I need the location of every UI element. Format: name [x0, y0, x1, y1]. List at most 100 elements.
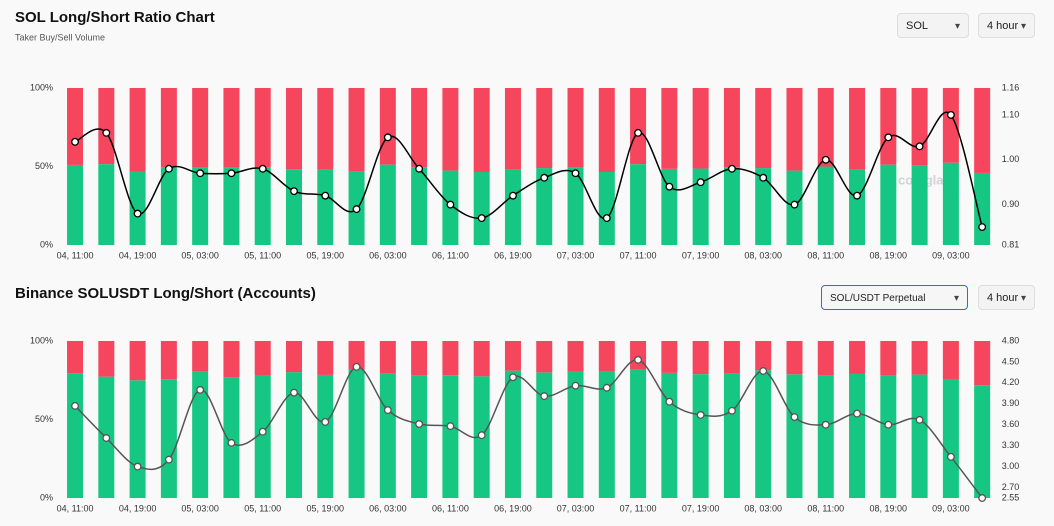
ratio-point — [196, 169, 205, 178]
bar-segment — [567, 167, 584, 245]
bar-segment — [786, 88, 803, 171]
bar-segment — [504, 88, 521, 170]
x-tick-label: 04, 19:00 — [119, 503, 157, 513]
bar-segment — [880, 88, 897, 165]
ratio-point — [446, 422, 455, 431]
ratio-point — [790, 413, 799, 422]
bar-segment — [692, 88, 709, 169]
bar-segment — [942, 88, 959, 163]
ratio-point — [321, 191, 330, 200]
bar-segment — [817, 88, 834, 167]
interval-select[interactable]: 4 hour — [978, 13, 1035, 39]
bar-segment — [67, 341, 84, 374]
bar-segment — [723, 167, 740, 245]
ratio-point — [71, 137, 79, 146]
ratio-point — [727, 406, 736, 415]
bar-segment — [67, 373, 84, 498]
bar-segment — [974, 385, 991, 498]
x-tick-label: 08, 03:00 — [744, 250, 782, 260]
bar-segment — [630, 88, 647, 165]
ratio-point — [352, 205, 361, 214]
ratio-point — [71, 401, 79, 410]
interval-select[interactable]: 4 hour — [978, 285, 1035, 311]
bar-segment — [817, 341, 834, 376]
ratio-point — [821, 420, 830, 429]
ratio-point — [415, 164, 424, 173]
bar-segment — [411, 375, 428, 498]
bar-segment — [504, 370, 521, 498]
ratio-point — [884, 420, 893, 429]
pair-select[interactable]: SOL/USDT Perpetual — [821, 285, 968, 311]
bar-segment — [911, 341, 928, 375]
bar-segment — [98, 341, 115, 377]
ratio-point — [696, 178, 705, 187]
ratio-point — [509, 191, 517, 200]
bar-segment — [286, 88, 302, 170]
ratio-point — [133, 462, 142, 471]
bar-segment — [755, 168, 772, 245]
y2-tick-label: 2.55 — [1002, 492, 1020, 502]
x-tick-label: 06, 11:00 — [432, 503, 469, 513]
bar-segment — [129, 380, 146, 498]
bar-segment — [661, 168, 678, 245]
x-tick-label: 05, 11:00 — [244, 250, 281, 260]
ratio-point — [352, 362, 361, 371]
bar-segment — [379, 341, 396, 374]
bar-segment — [192, 167, 209, 245]
bar-segment — [223, 88, 240, 168]
y2-tick-label: 4.50 — [1002, 356, 1020, 366]
y-tick-label: 50% — [35, 414, 53, 424]
bar-segment — [223, 167, 240, 245]
bar-segment — [692, 341, 709, 375]
ratio-point — [759, 173, 768, 182]
bar-segment — [692, 168, 709, 245]
bar-segment — [254, 88, 271, 168]
bar-segment — [567, 371, 584, 498]
y2-tick-label: 0.90 — [1002, 199, 1020, 209]
ratio-point — [446, 200, 455, 209]
bar-segment — [661, 341, 678, 373]
y-tick-label: 0% — [40, 492, 53, 502]
x-tick-label: 07, 11:00 — [620, 250, 657, 260]
bar-segment — [911, 88, 928, 166]
x-tick-label: 09, 03:00 — [932, 503, 970, 513]
ratio-point — [227, 169, 236, 178]
bar-segment — [379, 88, 396, 165]
bar-segment — [504, 341, 521, 371]
y-tick-label: 0% — [40, 239, 53, 249]
bar-segment — [442, 341, 459, 376]
ratio-point — [853, 191, 861, 200]
ratio-point — [665, 397, 674, 406]
bar-segment — [286, 341, 302, 373]
x-tick-label: 07, 03:00 — [557, 250, 595, 260]
y2-tick-label: 3.30 — [1002, 440, 1020, 450]
bar-segment — [942, 162, 959, 245]
bar-segment — [160, 379, 177, 498]
bar-segment — [598, 371, 615, 498]
bar-segment — [160, 341, 177, 380]
bar-segment — [536, 168, 553, 245]
y2-tick-label: 3.90 — [1002, 398, 1020, 408]
bar-segment — [723, 88, 740, 168]
y2-tick-label: 4.80 — [1002, 335, 1020, 345]
ratio-point — [915, 415, 924, 424]
ratio-point — [978, 223, 987, 232]
x-tick-label: 05, 19:00 — [307, 250, 345, 260]
ratio-point — [164, 455, 173, 464]
bar-segment — [160, 88, 177, 168]
x-tick-label: 08, 11:00 — [807, 503, 844, 513]
bar-segment — [849, 169, 866, 245]
x-tick-label: 07, 03:00 — [557, 503, 595, 513]
coin-select[interactable]: SOL — [897, 13, 969, 39]
bar-segment — [567, 341, 584, 372]
bar-segment — [567, 88, 584, 168]
bar-segment — [129, 88, 146, 172]
bar-segment — [755, 370, 772, 498]
ratio-point — [196, 385, 205, 394]
bar-segment — [849, 341, 866, 374]
x-tick-label: 04, 11:00 — [57, 503, 94, 513]
ratio-point — [321, 417, 330, 426]
ratio-point — [509, 373, 517, 382]
bar-segment — [442, 88, 459, 171]
